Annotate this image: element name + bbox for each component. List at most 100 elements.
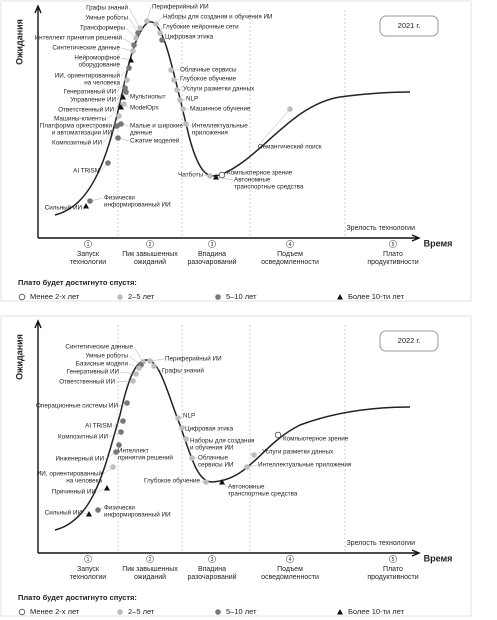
phase-label: осведомленности xyxy=(261,259,319,266)
legend-title: Плато будет достигнуто спустя: xyxy=(18,278,137,287)
phase-label: Подъем xyxy=(277,566,303,573)
marker-dot xyxy=(130,378,136,384)
phase-badge xyxy=(208,240,216,248)
item-label: Ответственный ИИ xyxy=(59,378,115,386)
legend-entry: 2–5 лет xyxy=(128,292,155,301)
phase-badge xyxy=(146,240,154,248)
marker-dot xyxy=(118,121,124,127)
marker-dot xyxy=(151,363,157,369)
item-label: Операционные системы ИИ xyxy=(36,403,118,410)
marker-dot xyxy=(131,42,137,48)
phase-badge xyxy=(208,555,216,563)
marker-triangle xyxy=(104,485,110,491)
marker-triangle xyxy=(86,511,92,517)
item-label: Сильный ИИ xyxy=(45,509,83,517)
phase-label: технологии xyxy=(70,259,106,266)
marker-triangle xyxy=(118,104,124,110)
marker-dot xyxy=(168,67,174,73)
marker-dot xyxy=(116,113,122,119)
item-label: Синтетические данные xyxy=(52,45,120,52)
year: 2021 г. xyxy=(398,21,421,30)
marker-dot xyxy=(105,160,111,166)
item-label: сервисы ИИ xyxy=(198,462,234,469)
item-label: NLP xyxy=(186,96,198,103)
item-label: Синтетические данные xyxy=(65,344,133,351)
item-label: Платформа оркестровки xyxy=(40,123,113,130)
item-label: Базисные модели xyxy=(76,361,129,368)
marker-dot xyxy=(251,452,257,458)
marker-dot xyxy=(144,18,150,24)
y-axis xyxy=(34,319,42,553)
item-label: Цифровая этика xyxy=(165,34,214,41)
marker-dot xyxy=(203,479,209,485)
x-axis xyxy=(38,549,421,557)
marker-dot xyxy=(130,48,136,54)
time-label: Время xyxy=(424,238,453,248)
phase-badge xyxy=(84,240,92,248)
marker-dot xyxy=(110,464,116,470)
phase-label: Плато xyxy=(383,251,403,258)
marker-dot xyxy=(124,77,130,83)
legend-marker xyxy=(337,609,343,615)
marker-dot xyxy=(137,25,143,31)
marker-dot xyxy=(153,21,159,27)
marker-triangle xyxy=(213,174,219,180)
x-axis-label: Зрелость технологии xyxy=(346,540,415,547)
leader-line xyxy=(115,380,134,383)
item-label: Наборы для создания и обучения ИИ xyxy=(163,13,273,21)
item-label: Автономные xyxy=(228,484,265,491)
item-label: Генеративный ИИ xyxy=(64,88,117,96)
marker-dot xyxy=(147,358,153,364)
item-label: Физически xyxy=(104,195,135,202)
item-label: Периферийный ИИ xyxy=(152,3,209,11)
marker-dot xyxy=(171,77,177,83)
marker-dot xyxy=(218,171,226,179)
phase-number: 3 xyxy=(211,557,214,563)
x-axis-label: Зрелость технологии xyxy=(346,225,415,232)
item-label: ModelOps xyxy=(130,105,159,112)
item-label: Интеллект принятия решений xyxy=(35,34,123,42)
legend-title: Плато будет достигнуто спустя: xyxy=(18,593,137,602)
marker-dot xyxy=(180,106,186,112)
item-label: AI TRiSM xyxy=(85,423,112,430)
x-axis xyxy=(38,234,421,242)
marker-dot xyxy=(124,400,130,406)
marker-dot xyxy=(157,30,163,36)
phase-badge xyxy=(146,555,154,563)
y-axis xyxy=(34,4,42,238)
item-label: транспортные средства xyxy=(228,491,298,498)
phase-label: Впадина xyxy=(198,251,226,258)
y-axis-label: Ожидания xyxy=(14,334,24,380)
phase-label: Пик завышенных xyxy=(122,251,178,258)
item-label: Нейроморфное xyxy=(74,54,120,62)
panel: Ожидания Зрелость технологии Время 2021 г. Г… xyxy=(0,0,472,302)
panel-frame xyxy=(0,315,472,617)
phase-badge xyxy=(389,240,397,248)
marker-triangle xyxy=(120,94,126,100)
phase-label: Плато xyxy=(383,566,403,573)
item-label: Интеллектуальные приложения xyxy=(258,462,351,469)
item-label: Сильный ИИ xyxy=(45,204,83,212)
item-label: Машины-клиенты xyxy=(54,116,106,123)
item-label: Умные роботы xyxy=(85,352,128,360)
item-label: транспортные средства xyxy=(234,184,304,191)
item-label: NLP xyxy=(183,413,195,420)
item-label: информированный ИИ xyxy=(104,201,171,209)
item-label: Мультиопыт xyxy=(130,94,166,101)
marker-dot xyxy=(95,507,101,513)
legend-entry: 5–10 лет xyxy=(226,292,257,301)
legend-marker xyxy=(215,294,221,300)
phase-number: 1 xyxy=(87,242,90,248)
marker-dot xyxy=(136,365,142,371)
item-label: Композитный ИИ xyxy=(58,433,108,441)
marker-dot xyxy=(87,198,93,204)
item-label: Компьютерное зрение xyxy=(227,170,293,177)
legend-marker xyxy=(18,608,26,616)
item-label: Управление ИИ xyxy=(70,97,116,104)
item-label: Композитный ИИ xyxy=(52,139,102,147)
leader-line xyxy=(128,17,139,34)
marker-dot xyxy=(189,455,195,461)
item-label: Глубокое обучение xyxy=(144,477,201,485)
marker-dot xyxy=(135,30,141,36)
phase-label: ожиданий xyxy=(134,258,166,266)
